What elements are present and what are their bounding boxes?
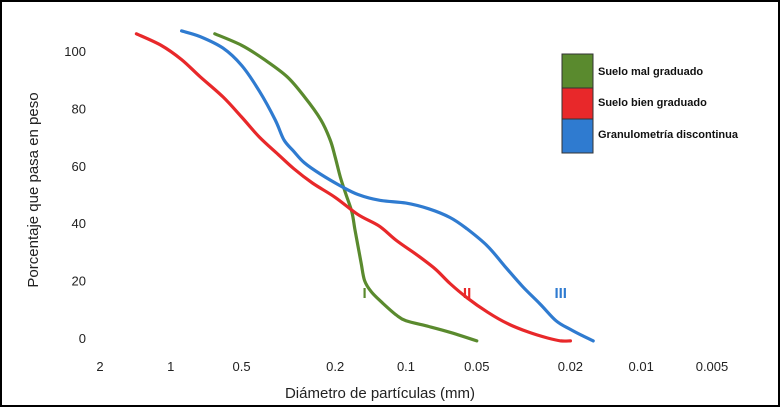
x-tick-label: 1	[167, 359, 174, 374]
legend-label-discontinua: Granulometría discontinua	[598, 129, 739, 141]
series-line-suelo-bien-graduado	[134, 32, 572, 343]
x-tick-label: 0.05	[464, 359, 489, 374]
legend: Suelo mal graduado Suelo bien graduado G…	[561, 53, 739, 154]
y-tick-label: 0	[79, 331, 86, 346]
x-tick-label: 0.005	[696, 359, 729, 374]
x-axis-title: Diámetro de partículas (mm)	[285, 385, 475, 402]
region-labels: I II III	[363, 285, 567, 302]
y-tick-labels: 0 20 40 60 80 100	[64, 44, 86, 346]
region-label: I	[363, 285, 367, 302]
y-tick-label: 40	[72, 216, 86, 231]
region-label: III	[554, 285, 567, 302]
legend-swatch-discontinua	[561, 118, 594, 154]
series-lines	[134, 29, 595, 343]
y-tick-label: 20	[72, 274, 86, 289]
series-line-granulometria-discontinua	[180, 29, 595, 343]
legend-label-mal-graduado: Suelo mal graduado	[598, 66, 703, 78]
y-axis-title: Porcentaje que pasa en peso	[25, 92, 42, 287]
series-line-suelo-mal-graduado	[213, 32, 479, 343]
x-tick-labels: 2 1 0.5 0.2 0.1 0.05 0.02 0.01 0.005	[96, 359, 728, 374]
legend-swatch-bien-graduado	[561, 87, 594, 123]
legend-label-bien-graduado: Suelo bien graduado	[598, 97, 707, 109]
x-tick-label: 0.1	[397, 359, 415, 374]
y-tick-label: 80	[72, 101, 86, 116]
x-tick-label: 2	[96, 359, 103, 374]
y-tick-label: 60	[72, 159, 86, 174]
y-tick-label: 100	[64, 44, 86, 59]
x-tick-label: 0.2	[326, 359, 344, 374]
x-tick-label: 0.5	[233, 359, 251, 374]
legend-swatch-mal-graduado	[561, 53, 594, 91]
x-tick-label: 0.02	[558, 359, 583, 374]
x-tick-label: 0.01	[629, 359, 654, 374]
region-label: II	[463, 285, 471, 302]
